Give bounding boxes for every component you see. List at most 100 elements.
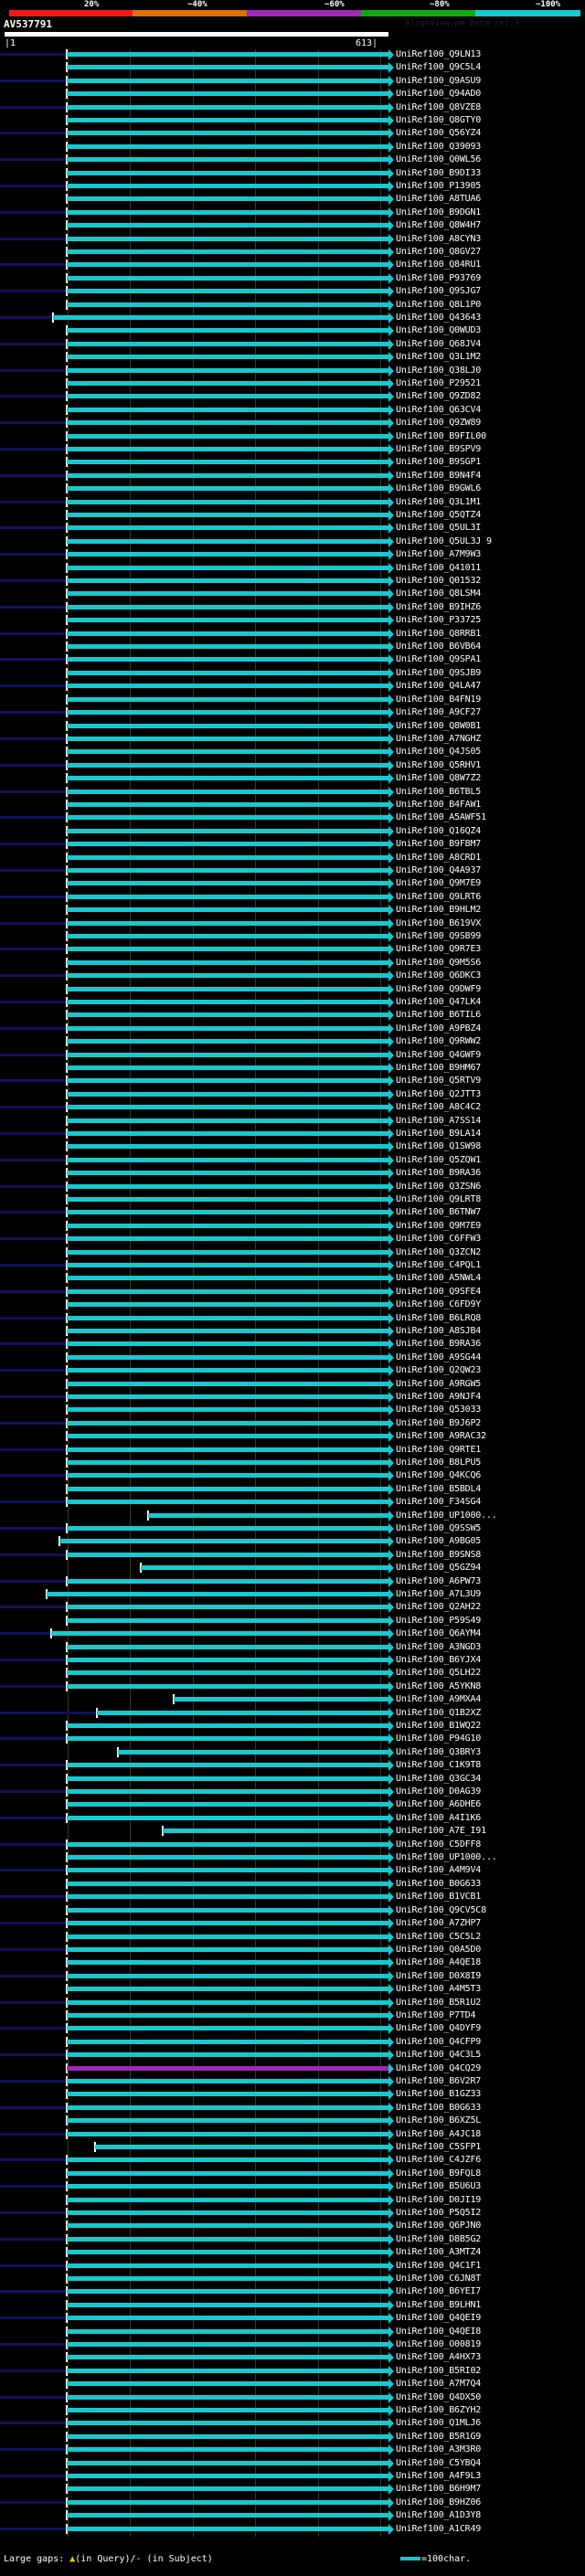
hsp-bar[interactable] [66,762,388,768]
hsp-bar[interactable] [66,618,388,623]
hit-label[interactable]: UniRef100_C6JN8T [396,2273,482,2284]
hit-label[interactable]: UniRef100_B5RI02 [396,2365,482,2376]
hit-row[interactable]: UniRef100_Q2QW23 [0,1365,585,1378]
hsp-bar[interactable] [66,2170,388,2176]
hit-label[interactable]: UniRef100_A9NJF4 [396,1392,482,1403]
hit-label[interactable]: UniRef100_Q9M7E9 [396,878,482,889]
hit-row[interactable]: UniRef100_Q94AD0 [0,89,585,101]
hsp-bar[interactable] [66,447,388,452]
hsp-bar[interactable] [66,1617,388,1623]
hit-row[interactable]: UniRef100_Q6AYM4 [0,1628,585,1641]
hsp-bar[interactable] [66,1420,388,1426]
hit-row[interactable]: UniRef100_Q3L1M2 [0,352,585,365]
hsp-bar[interactable] [66,2236,388,2242]
hit-row[interactable]: UniRef100_C4JZF6 [0,2155,585,2168]
hit-row[interactable]: UniRef100_Q1SW98 [0,1141,585,1154]
hit-label[interactable]: UniRef100_A9BG05 [396,1536,482,1547]
hit-row[interactable]: UniRef100_F34SG4 [0,1497,585,1510]
hit-label[interactable]: UniRef100_A4M9V4 [396,1865,482,1876]
hit-row[interactable]: UniRef100_Q5LH22 [0,1668,585,1680]
hit-row[interactable]: UniRef100_A4M5T3 [0,1984,585,1997]
hit-label[interactable]: UniRef100_B619VX [396,917,482,928]
hit-row[interactable]: UniRef100_A9SG44 [0,1352,585,1365]
hit-label[interactable]: UniRef100_B0G633 [396,1878,482,1889]
hsp-bar[interactable] [66,472,388,478]
hit-row[interactable]: UniRef100_B5RI02 [0,2365,585,2379]
hit-row[interactable]: UniRef100_Q38LJ0 [0,365,585,378]
hit-label[interactable]: UniRef100_Q9SJG7 [396,286,482,297]
hit-row[interactable]: UniRef100_A5YKN8 [0,1680,585,1694]
hit-label[interactable]: UniRef100_Q9M7E9 [396,1220,482,1231]
hsp-bar[interactable] [66,2275,388,2281]
hit-label[interactable]: UniRef100_B9N4F4 [396,470,482,481]
hit-label[interactable]: UniRef100_Q53033 [396,1405,482,1415]
hsp-bar[interactable] [66,1486,388,1491]
hsp-bar[interactable] [66,1578,388,1584]
hsp-bar[interactable] [66,525,388,531]
hit-label[interactable]: UniRef100_Q84RU1 [396,260,482,270]
hit-row[interactable]: UniRef100_Q41011 [0,562,585,576]
hsp-bar[interactable] [66,1157,388,1162]
hsp-bar[interactable] [66,2104,388,2110]
hit-label[interactable]: UniRef100_Q56YZ4 [396,128,482,139]
hit-row[interactable]: UniRef100_B5R1U2 [0,1997,585,2010]
hit-row[interactable]: UniRef100_B0G633 [0,2102,585,2115]
hit-label[interactable]: UniRef100_Q4DYF9 [396,2023,482,2034]
hit-label[interactable]: UniRef100_A7E_I91 [396,1826,486,1837]
hit-label[interactable]: UniRef100_Q5QTZ4 [396,510,482,521]
hsp-bar[interactable] [66,947,388,952]
hsp-bar[interactable] [66,1302,388,1308]
hit-label[interactable]: UniRef100_C5YBQ4 [396,2457,482,2468]
hit-row[interactable]: UniRef100_Q9LRT6 [0,891,585,905]
hit-row[interactable]: UniRef100_B6YJX4 [0,1655,585,1668]
hsp-bar[interactable] [66,644,388,650]
hit-row[interactable]: UniRef100_C4PQL1 [0,1259,585,1273]
hit-row[interactable]: UniRef100_B1GZ33 [0,2089,585,2102]
hsp-bar[interactable] [66,1315,388,1320]
hsp-bar[interactable] [66,407,388,412]
hit-row[interactable]: UniRef100_B0G633 [0,1878,585,1892]
hsp-bar[interactable] [66,486,388,492]
hit-row[interactable]: UniRef100_B6TIL6 [0,1010,585,1023]
hsp-bar[interactable] [66,749,388,755]
hsp-bar[interactable] [66,776,388,781]
hit-label[interactable]: UniRef100_P7TD4 [396,2009,476,2020]
hit-row[interactable]: UniRef100_B6VB64 [0,641,585,654]
hit-label[interactable]: UniRef100_B6TIL6 [396,1010,482,1021]
hsp-bar[interactable] [66,2184,388,2189]
hsp-bar[interactable] [66,249,388,255]
hit-row[interactable]: UniRef100_Q8W7Z2 [0,773,585,786]
hsp-bar[interactable] [66,828,388,833]
hit-row[interactable]: UniRef100_Q4CQ29 [0,2062,585,2076]
hit-label[interactable]: UniRef100_C4PQL1 [396,1259,482,1270]
hsp-bar[interactable] [94,2144,388,2149]
hit-row[interactable]: UniRef100_Q9RWW2 [0,1036,585,1049]
hsp-bar[interactable] [66,355,388,360]
hsp-bar[interactable] [66,1144,388,1150]
hsp-bar[interactable] [66,1196,388,1202]
hit-row[interactable]: UniRef100_A8C4C2 [0,1102,585,1115]
hit-label[interactable]: UniRef100_B5U6U3 [396,2181,482,2192]
hit-row[interactable]: UniRef100_Q5UL3I [0,523,585,535]
hsp-bar[interactable] [66,789,388,794]
hsp-bar[interactable] [66,2302,388,2307]
hit-row[interactable]: UniRef100_C5C5L2 [0,1931,585,1945]
hsp-bar[interactable] [66,2316,388,2321]
hit-row[interactable]: UniRef100_A4JC18 [0,2128,585,2142]
hit-label[interactable]: UniRef100_B9SNS8 [396,1549,482,1560]
hit-label[interactable]: UniRef100_Q5UL3I [396,523,482,534]
hit-label[interactable]: UniRef100_Q9CV5C8 [396,1904,486,1915]
hit-row[interactable]: UniRef100_UP1000... [0,1852,585,1865]
hsp-bar[interactable] [66,1736,388,1742]
hit-row[interactable]: UniRef100_A7ZHP7 [0,1918,585,1931]
hit-row[interactable]: UniRef100_B5R1G9 [0,2431,585,2444]
hit-label[interactable]: UniRef100_A5NWL4 [396,1273,482,1284]
hit-label[interactable]: UniRef100_Q9SJB9 [396,667,482,678]
hit-row[interactable]: UniRef100_A9CF27 [0,707,585,720]
hsp-bar[interactable] [140,1565,388,1571]
hit-row[interactable]: UniRef100_Q1B2XZ [0,1707,585,1721]
hit-row[interactable]: UniRef100_A8SJB4 [0,1326,585,1339]
hit-label[interactable]: UniRef100_Q8GTY0 [396,115,482,125]
hsp-bar[interactable] [66,2368,388,2373]
hit-row[interactable]: UniRef100_B4FN19 [0,694,585,707]
